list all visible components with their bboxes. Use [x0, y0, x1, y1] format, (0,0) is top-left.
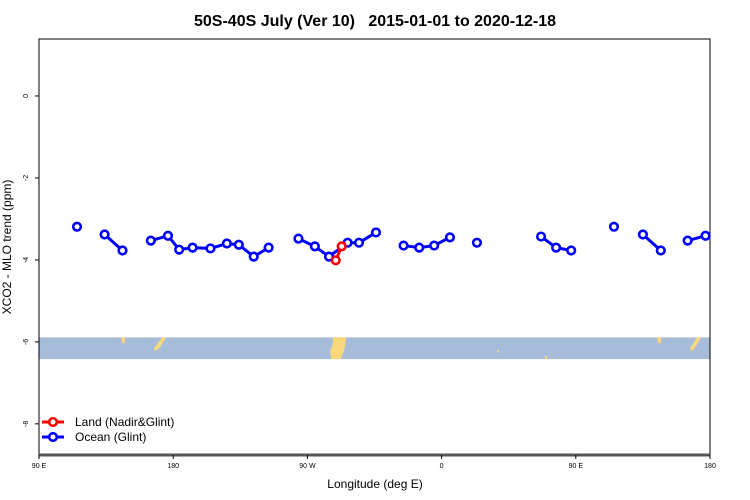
- x-tick-label: 90 W: [299, 463, 316, 470]
- land-patch: [121, 337, 125, 344]
- data-point: [145, 235, 156, 246]
- data-point: [71, 221, 83, 232]
- plot-frame: [38, 38, 711, 456]
- data-point: [566, 245, 577, 256]
- data-point: [353, 237, 365, 248]
- x-tick-label: 180: [704, 463, 716, 470]
- data-point: [655, 245, 666, 256]
- data-point: [162, 230, 174, 241]
- data-point: [233, 239, 244, 250]
- data-point: [263, 242, 274, 253]
- data-point: [117, 245, 128, 256]
- land-patch: [657, 337, 661, 344]
- x-tick-label: 90 E: [569, 463, 584, 470]
- land-patch: [154, 337, 166, 352]
- data-point: [330, 255, 341, 266]
- data-point: [205, 243, 216, 254]
- data-point: [370, 227, 382, 238]
- data-point: [187, 242, 198, 253]
- series-line: [403, 236, 451, 250]
- y-tick-label: 0: [23, 94, 30, 98]
- data-point: [535, 231, 547, 242]
- legend: Land (Nadir&Glint)Ocean (Glint): [42, 415, 174, 444]
- data-point: [248, 251, 259, 262]
- legend-label: Ocean (Glint): [75, 430, 146, 444]
- y-tick-label: -2: [23, 175, 30, 181]
- data-point: [221, 238, 232, 249]
- x-ticks: 90 E 180 90 W 0 90 E 180: [32, 455, 716, 470]
- ocean-band: [39, 337, 710, 360]
- data-point: [174, 244, 185, 255]
- data-point: [336, 241, 347, 252]
- land-patch: [690, 337, 701, 352]
- data-point: [398, 240, 409, 251]
- y-tick-label: -4: [23, 257, 30, 263]
- data-point: [637, 229, 649, 240]
- data-point: [551, 242, 562, 253]
- data-point: [700, 230, 711, 241]
- series-layer: [71, 221, 711, 266]
- x-tick-label: 90 E: [32, 463, 47, 470]
- data-point: [414, 242, 425, 253]
- land-patch: [545, 356, 547, 360]
- land-patch: [497, 350, 499, 353]
- data-point: [99, 229, 110, 240]
- legend-label: Land (Nadir&Glint): [75, 415, 174, 429]
- y-axis-label: XCO2 - MLO trend (ppm): [0, 180, 14, 315]
- data-point: [471, 237, 483, 248]
- data-point: [682, 235, 693, 246]
- data-point: [608, 221, 620, 232]
- x-tick-label: 0: [440, 463, 444, 470]
- data-point: [444, 232, 456, 243]
- data-point: [429, 240, 440, 251]
- x-tick-label: 180: [167, 463, 179, 470]
- map-band: [39, 337, 710, 360]
- legend-marker: [47, 416, 59, 428]
- data-point: [293, 233, 304, 244]
- chart-title: 50S-40S July (Ver 10) 2015-01-01 to 2020…: [194, 13, 556, 30]
- x-axis-label: Longitude (deg E): [327, 477, 422, 491]
- y-tick-label: -6: [23, 339, 30, 345]
- data-point: [309, 241, 320, 252]
- land-patch: [330, 337, 346, 360]
- y-tick-label: -8: [23, 421, 30, 427]
- legend-marker: [47, 431, 59, 443]
- y-ticks: 0 -2 -4 -6 -8: [23, 94, 39, 427]
